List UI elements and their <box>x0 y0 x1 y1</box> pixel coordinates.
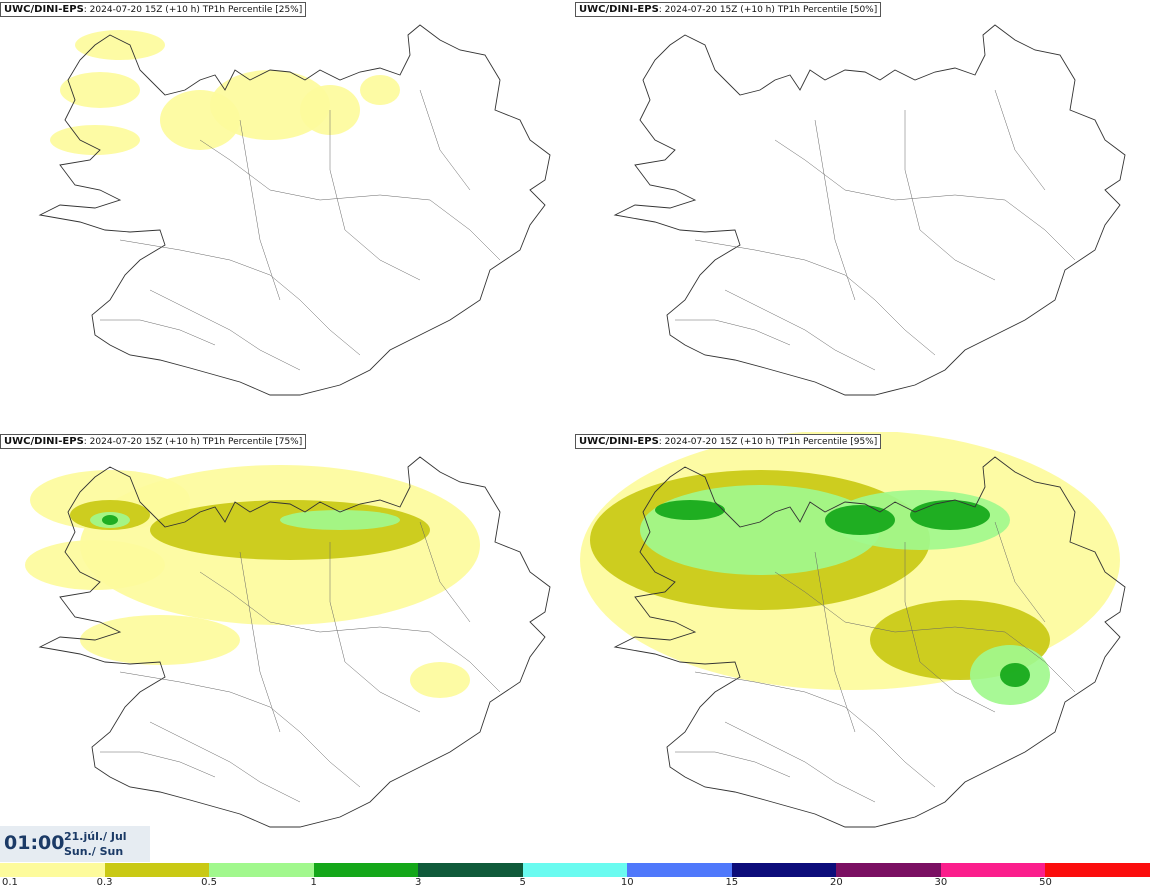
iceland-map <box>38 24 551 396</box>
colorbar-tick-label: 15 <box>725 877 739 888</box>
colorbar-tick-label: 10 <box>620 877 634 888</box>
run-info: : 2024-07-20 15Z (+10 h) TP1h Percentile… <box>658 437 878 447</box>
road-line <box>814 551 856 733</box>
road-line <box>119 239 361 356</box>
road-line <box>199 139 501 261</box>
precipitation-area <box>210 70 330 140</box>
coastline <box>38 24 551 396</box>
road-line <box>329 542 421 713</box>
colorbar-segment <box>731 863 837 877</box>
colorbar-tick-label: 20 <box>829 877 843 888</box>
map-panel: UWC/DINI-EPS: 2024-07-20 15Z (+10 h) TP1… <box>575 432 1150 862</box>
map-panel: UWC/DINI-EPS: 2024-07-20 15Z (+10 h) TP1… <box>0 432 575 862</box>
road-line <box>774 139 1076 261</box>
colorbar-tick-label: 50 <box>1039 877 1052 888</box>
panel-title: UWC/DINI-EPS: 2024-07-20 15Z (+10 h) TP1… <box>575 434 882 449</box>
road-line <box>239 119 281 301</box>
precipitation-area <box>75 30 165 60</box>
road-line <box>675 319 791 346</box>
run-info: : 2024-07-20 15Z (+10 h) TP1h Percentile… <box>83 437 303 447</box>
road-line <box>119 671 361 788</box>
panel-title: UWC/DINI-EPS: 2024-07-20 15Z (+10 h) TP1… <box>575 2 882 17</box>
road-line <box>774 571 1076 693</box>
iceland-map <box>613 24 1126 396</box>
colorbar-segment <box>0 863 106 877</box>
coastline <box>613 456 1126 828</box>
colorbar-tick-label: 5 <box>519 877 526 888</box>
model-name: UWC/DINI-EPS <box>4 436 84 447</box>
precipitation-area <box>410 662 470 698</box>
road-line <box>419 89 471 191</box>
map-panel: UWC/DINI-EPS: 2024-07-20 15Z (+10 h) TP1… <box>575 0 1150 430</box>
iceland-map <box>25 456 551 828</box>
precipitation-area <box>50 125 140 155</box>
road-line <box>694 671 936 788</box>
precipitation-area <box>80 615 240 665</box>
colorbar-tick-label: 1 <box>310 877 317 888</box>
colorbar-segment <box>209 863 315 877</box>
iceland-map <box>580 432 1126 828</box>
panel-title: UWC/DINI-EPS: 2024-07-20 15Z (+10 h) TP1… <box>0 434 307 449</box>
road-line <box>994 89 1046 191</box>
road-line <box>904 110 996 281</box>
colorbar-segment <box>940 863 1046 877</box>
valid-date: 21.júl./ Jul <box>64 830 127 843</box>
valid-time: 01:00 <box>4 832 65 854</box>
road-line <box>149 721 301 803</box>
colorbar-segment <box>418 863 524 877</box>
precipitation-area <box>360 75 400 105</box>
valid-time-box: 01:00 21.júl./ Jul Sun./ Sun <box>0 826 150 862</box>
colorbar-segment <box>104 863 210 877</box>
road-line <box>675 751 791 778</box>
road-line <box>329 110 421 281</box>
precipitation-area <box>1000 663 1030 687</box>
colorbar-tick-label: 0.3 <box>96 877 113 888</box>
road-line <box>100 751 216 778</box>
precipitation-area <box>150 500 430 560</box>
road-line <box>199 571 501 693</box>
road-line <box>724 721 876 803</box>
run-info: : 2024-07-20 15Z (+10 h) TP1h Percentile… <box>83 5 303 15</box>
model-name: UWC/DINI-EPS <box>579 436 659 447</box>
precipitation-area <box>825 505 895 535</box>
run-info: : 2024-07-20 15Z (+10 h) TP1h Percentile… <box>658 5 878 15</box>
colorbar-segment <box>1045 863 1150 877</box>
colorbar-segment <box>313 863 419 877</box>
precipitation-area <box>280 510 400 530</box>
road-line <box>814 119 856 301</box>
colorbar-tick-label: 30 <box>934 877 948 888</box>
road-line <box>419 521 471 623</box>
coastline <box>613 24 1126 396</box>
map-panel: UWC/DINI-EPS: 2024-07-20 15Z (+10 h) TP1… <box>0 0 575 430</box>
road-line <box>994 521 1046 623</box>
road-line <box>239 551 281 733</box>
colorbar-segment <box>836 863 942 877</box>
precipitation-area <box>910 500 990 530</box>
road-line <box>694 239 936 356</box>
colorbar-segment <box>522 863 628 877</box>
panel-title: UWC/DINI-EPS: 2024-07-20 15Z (+10 h) TP1… <box>0 2 307 17</box>
model-name: UWC/DINI-EPS <box>4 4 84 15</box>
precipitation-area <box>60 72 140 108</box>
road-line <box>724 289 876 371</box>
precipitation-colorbar <box>0 863 1150 877</box>
valid-day: Sun./ Sun <box>64 845 124 858</box>
road-line <box>149 289 301 371</box>
road-line <box>100 319 216 346</box>
road-line <box>904 542 996 713</box>
colorbar-segment <box>627 863 733 877</box>
coastline <box>38 456 551 828</box>
precipitation-area <box>655 500 725 520</box>
precipitation-area <box>102 515 118 525</box>
colorbar-tick-label: 3 <box>414 877 422 888</box>
colorbar-tick-label: 0.5 <box>201 877 218 888</box>
model-name: UWC/DINI-EPS <box>579 4 659 15</box>
colorbar-tick-label: 0.1 <box>2 877 18 888</box>
